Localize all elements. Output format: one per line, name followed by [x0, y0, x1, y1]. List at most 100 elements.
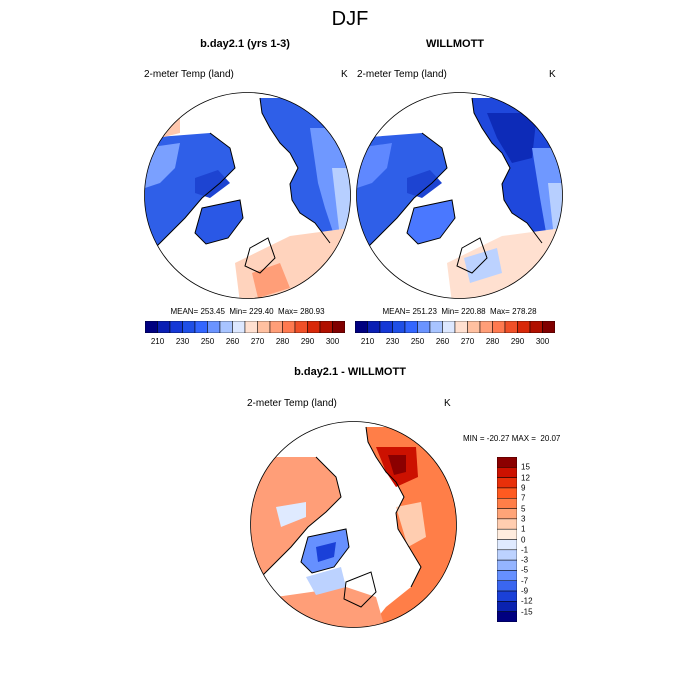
obs-colorbar-box	[517, 321, 531, 333]
diff-colorbar-tick-label: 1	[521, 524, 526, 534]
diff-colorbar-tick-label: 15	[521, 462, 530, 472]
model-map-border	[144, 92, 351, 299]
diff-colorbar-box	[497, 487, 517, 499]
obs-colorbar-box	[429, 321, 443, 333]
model-colorbar-tick-label: 290	[300, 337, 315, 346]
diff-colorbar-box	[497, 467, 517, 478]
obs-north-america-pacific	[357, 143, 392, 188]
model-eurasia-warm-zone-2	[332, 168, 350, 238]
diff-polar-map	[250, 421, 457, 628]
model-colorbar-box	[294, 321, 308, 333]
obs-map-border	[356, 92, 563, 299]
diff-colorbar-box	[497, 559, 517, 571]
obs-colorbar-box	[404, 321, 418, 333]
diff-north-america-field	[251, 457, 341, 587]
diff-coastline	[260, 456, 342, 578]
obs-greenland	[407, 200, 455, 244]
obs-colorbar-box	[454, 321, 468, 333]
diff-colorbar-tick-label: 9	[521, 483, 526, 493]
model-colorbar-tick-label: 270	[250, 337, 265, 346]
obs-colorbar-tick-label: 270	[460, 337, 475, 346]
diff-colorbar-box	[497, 518, 517, 530]
obs-colorbar-tick-label: 290	[510, 337, 525, 346]
diff-colorbar-tick-label: 12	[521, 473, 530, 483]
diff-colorbar-tick-label: 3	[521, 514, 526, 524]
diff-colorbar-box	[497, 528, 517, 540]
model-colorbar-box	[219, 321, 233, 333]
diff-colorbar-box	[497, 508, 517, 520]
diff-colorbar-box	[497, 580, 517, 592]
diff-colorbar-box	[497, 498, 517, 509]
obs-polar-map	[356, 92, 563, 299]
obs-colorbar-box	[367, 321, 381, 333]
model-colorbar-box	[244, 321, 258, 333]
obs-colorbar	[355, 321, 555, 333]
model-colorbar-tick-label: 300	[325, 337, 340, 346]
obs-coastline-eurasia	[471, 97, 543, 244]
model-colorbar-box	[332, 321, 345, 333]
model-colorbar-tick-label: 260	[225, 337, 240, 346]
model-colorbar-box	[207, 321, 221, 333]
model-coastline	[154, 132, 236, 249]
diff-coastline-greenland	[300, 528, 350, 574]
obs-units-label: K	[549, 69, 556, 80]
model-colorbar-tick-label: 280	[275, 337, 290, 346]
figure-title: DJF	[331, 8, 369, 30]
model-colorbar-box	[145, 321, 158, 333]
obs-colorbar-labels: 210 230 250 260 270 280 290 300	[355, 337, 555, 349]
diff-colorbar-box	[497, 539, 517, 551]
obs-colorbar-box	[529, 321, 543, 333]
model-coastline-eurasia	[259, 97, 331, 244]
diff-panel-title: b.day2.1 - WILLMOTT	[294, 366, 406, 378]
obs-colorbar-tick-label: 250	[410, 337, 425, 346]
obs-colorbar-box	[504, 321, 518, 333]
model-coastline-greenland	[194, 199, 244, 245]
model-arctic-islands	[195, 170, 230, 198]
model-colorbar-tick-label: 250	[200, 337, 215, 346]
obs-colorbar-box	[492, 321, 506, 333]
obs-colorbar-box	[355, 321, 368, 333]
diff-map-border	[250, 421, 457, 628]
obs-colorbar-tick-label: 300	[535, 337, 550, 346]
model-colorbar-labels: 210 230 250 260 270 280 290 300	[145, 337, 345, 349]
obs-colorbar-box	[442, 321, 456, 333]
model-greenland	[195, 200, 243, 244]
obs-coastline-greenland	[406, 199, 456, 245]
diff-north-america-cool	[276, 502, 306, 527]
diff-colorbar-tick-label: -5	[521, 565, 529, 575]
diff-siberia-hottest	[388, 455, 406, 475]
model-colorbar-box	[282, 321, 296, 333]
diff-colorbar-tick-label: -1	[521, 545, 529, 555]
obs-colorbar-tick-label: 260	[435, 337, 450, 346]
model-colorbar-box	[257, 321, 271, 333]
diff-colorbar-tick-label: -3	[521, 555, 529, 565]
diff-coastline-eurasia	[365, 426, 422, 588]
obs-coastline-scandinavia	[456, 237, 488, 274]
model-colorbar-tick-label: 210	[150, 337, 165, 346]
model-colorbar-box	[169, 321, 183, 333]
model-colorbar-tick-label: 230	[175, 337, 190, 346]
obs-variable-label: 2-meter Temp (land)	[357, 69, 447, 80]
model-stats: MEAN= 253.45 Min= 229.40 Max= 280.93	[170, 307, 325, 316]
diff-colorbar-tick-label: -15	[521, 607, 533, 617]
model-north-america-pacific	[145, 143, 180, 188]
diff-colorbar-tick-label: 0	[521, 535, 526, 544]
obs-colorbar-tick-label: 210	[360, 337, 375, 346]
obs-colorbar-tick-label: 280	[485, 337, 500, 346]
obs-colorbar-box	[392, 321, 406, 333]
diff-colorbar-tick-label: -12	[521, 596, 533, 606]
diff-colorbar-tick-label: -9	[521, 586, 529, 596]
obs-colorbar-box	[417, 321, 431, 333]
diff-colorbar-box	[497, 601, 517, 612]
model-variable-label: 2-meter Temp (land)	[144, 69, 234, 80]
diff-colorbar-box	[497, 590, 517, 602]
model-colorbar-box	[319, 321, 333, 333]
model-polar-map	[144, 92, 351, 299]
diff-colorbar-tick-label: 7	[521, 493, 526, 503]
model-units-label: K	[341, 69, 348, 80]
model-colorbar-box	[307, 321, 321, 333]
diff-colorbar-box	[497, 549, 517, 561]
diff-units-label: K	[444, 398, 451, 409]
diff-stats: MIN = -20.27 MAX = 20.07	[463, 434, 561, 443]
obs-eurasia-field	[472, 98, 562, 243]
